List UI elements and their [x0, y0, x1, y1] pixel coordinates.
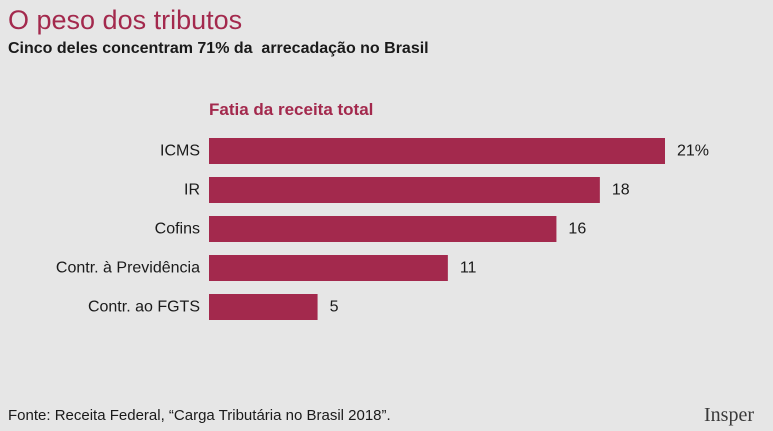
value-label: 11 — [460, 260, 477, 277]
value-label: 5 — [330, 299, 339, 316]
chart-title: O peso dos tributos — [8, 5, 243, 35]
category-label: Cofins — [155, 221, 200, 238]
category-label: IR — [184, 182, 200, 199]
bars-group: ICMS 21% IR 18 Cofins 16 Contr. à Previdência 1… — [56, 138, 709, 320]
bar — [209, 138, 665, 164]
category-label: Contr. à Previdência — [56, 260, 200, 277]
bar-chart: ICMS 21% IR 18 Cofins 16 Contr. à Previdência 1… — [56, 138, 709, 320]
insper-logo: Insper — [704, 404, 754, 426]
category-label: Contr. ao FGTS — [88, 299, 200, 316]
panel-title: Fatia da receita total — [209, 100, 374, 119]
bar — [209, 294, 318, 320]
chart-subtitle: Cinco deles concentram 71% da arrecadaçã… — [8, 40, 429, 57]
source-note: Fonte: Receita Federal, “Carga Tributári… — [8, 407, 391, 424]
bar — [209, 177, 600, 203]
value-label: 16 — [568, 221, 586, 238]
bar — [209, 216, 557, 242]
value-label: 21% — [677, 143, 709, 160]
value-label: 18 — [612, 182, 630, 199]
category-label: ICMS — [160, 143, 200, 160]
bar — [209, 255, 448, 281]
